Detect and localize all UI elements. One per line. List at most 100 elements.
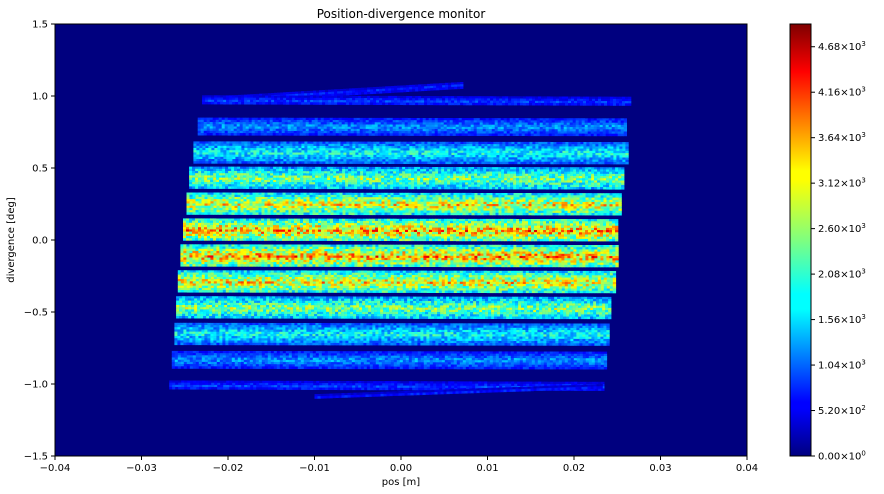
heatmap-cell	[569, 122, 573, 126]
heatmap-cell	[433, 87, 437, 91]
heatmap-cell	[270, 182, 274, 185]
heatmap-cell	[495, 178, 499, 181]
heatmap-cell	[586, 157, 590, 160]
heatmap-cell	[360, 184, 364, 187]
heatmap-cell	[427, 100, 431, 103]
heatmap-cell	[364, 157, 368, 160]
heatmap-cell	[448, 148, 452, 151]
heatmap-cell	[371, 122, 375, 125]
heatmap-cell	[198, 196, 202, 200]
heatmap-cell	[376, 91, 380, 94]
heatmap-cell	[394, 150, 398, 153]
heatmap-cell	[460, 86, 464, 89]
heatmap-cell	[572, 127, 576, 130]
heatmap-cell	[306, 182, 310, 185]
heatmap-cell	[497, 126, 501, 130]
heatmap-cell	[391, 148, 395, 151]
heatmap-cell	[506, 133, 510, 136]
heatmap-cell	[439, 102, 443, 106]
heatmap-cell	[224, 133, 228, 136]
heatmap-cell	[245, 117, 249, 121]
heatmap-cell	[604, 101, 608, 104]
heatmap-cell	[352, 100, 356, 103]
heatmap-cell	[565, 159, 569, 163]
heatmap-cell	[454, 141, 458, 145]
heatmap-cell	[219, 192, 223, 195]
heatmap-cell	[382, 90, 386, 94]
heatmap-cell	[252, 171, 256, 174]
heatmap-cell	[197, 124, 201, 127]
heatmap-cell	[528, 178, 532, 181]
heatmap-cell	[586, 101, 590, 104]
heatmap-cell	[621, 180, 625, 183]
heatmap-cell	[602, 118, 606, 121]
heatmap-cell	[614, 133, 618, 137]
heatmap-cell	[308, 120, 312, 123]
heatmap-cell	[601, 98, 605, 102]
heatmap-cell	[478, 157, 482, 160]
heatmap-cell	[234, 179, 238, 183]
heatmap-cell	[603, 171, 607, 175]
heatmap-cell	[460, 155, 464, 158]
heatmap-cell	[343, 146, 347, 149]
heatmap-cell	[547, 150, 551, 154]
heatmap-cell	[467, 124, 471, 128]
heatmap-cell	[256, 145, 260, 149]
heatmap-cell	[279, 184, 283, 187]
heatmap-cell	[461, 129, 465, 132]
heatmap-cell	[337, 141, 341, 145]
heatmap-cell	[356, 133, 360, 136]
heatmap-cell	[385, 150, 389, 153]
heatmap-cell	[216, 166, 220, 170]
heatmap-cell	[298, 152, 302, 155]
heatmap-cell	[378, 184, 382, 187]
heatmap-cell	[337, 146, 341, 149]
heatmap-cell	[577, 103, 581, 106]
heatmap-cell	[240, 186, 244, 189]
heatmap-cell	[577, 100, 581, 104]
heatmap-cell	[495, 167, 499, 170]
heatmap-cell	[577, 155, 581, 158]
heatmap-cell	[354, 169, 358, 172]
heatmap-cell	[403, 85, 407, 88]
heatmap-cell	[245, 122, 249, 125]
heatmap-cell	[296, 120, 300, 123]
heatmap-cell	[610, 146, 614, 149]
heatmap-cell	[363, 173, 367, 176]
heatmap-cell	[254, 133, 258, 136]
heatmap-cell	[390, 171, 394, 174]
heatmap-cell	[373, 152, 377, 156]
heatmap-cell	[253, 143, 257, 147]
heatmap-cell	[252, 177, 256, 181]
heatmap-cell	[484, 159, 488, 162]
heatmap-cell	[284, 124, 288, 127]
heatmap-cell	[250, 148, 254, 151]
heatmap-cell	[538, 148, 542, 151]
heatmap-cell	[196, 152, 200, 155]
heatmap-cell	[319, 97, 323, 101]
heatmap-cell	[363, 175, 367, 179]
heatmap-cell	[576, 187, 580, 190]
heatmap-cell	[263, 126, 267, 129]
heatmap-cell	[414, 180, 418, 183]
heatmap-cell	[454, 86, 458, 90]
heatmap-cell	[192, 171, 196, 174]
heatmap-cell	[272, 133, 276, 136]
heatmap-cell	[212, 124, 216, 127]
heatmap-cell	[413, 120, 417, 123]
heatmap-cell	[310, 152, 314, 156]
heatmap-cell	[617, 129, 621, 132]
heatmap-cell	[286, 100, 290, 103]
heatmap-cell	[221, 126, 225, 129]
heatmap-cell	[321, 169, 325, 172]
heatmap-cell	[409, 159, 413, 162]
heatmap-cell	[478, 100, 482, 104]
heatmap-cell	[446, 131, 450, 134]
heatmap-cell	[435, 173, 439, 177]
heatmap-cell	[370, 95, 374, 99]
heatmap-cell	[360, 173, 364, 176]
heatmap-cell	[372, 166, 376, 170]
heatmap-cell	[289, 141, 293, 144]
heatmap-cell	[610, 161, 614, 165]
heatmap-cell	[273, 168, 277, 172]
